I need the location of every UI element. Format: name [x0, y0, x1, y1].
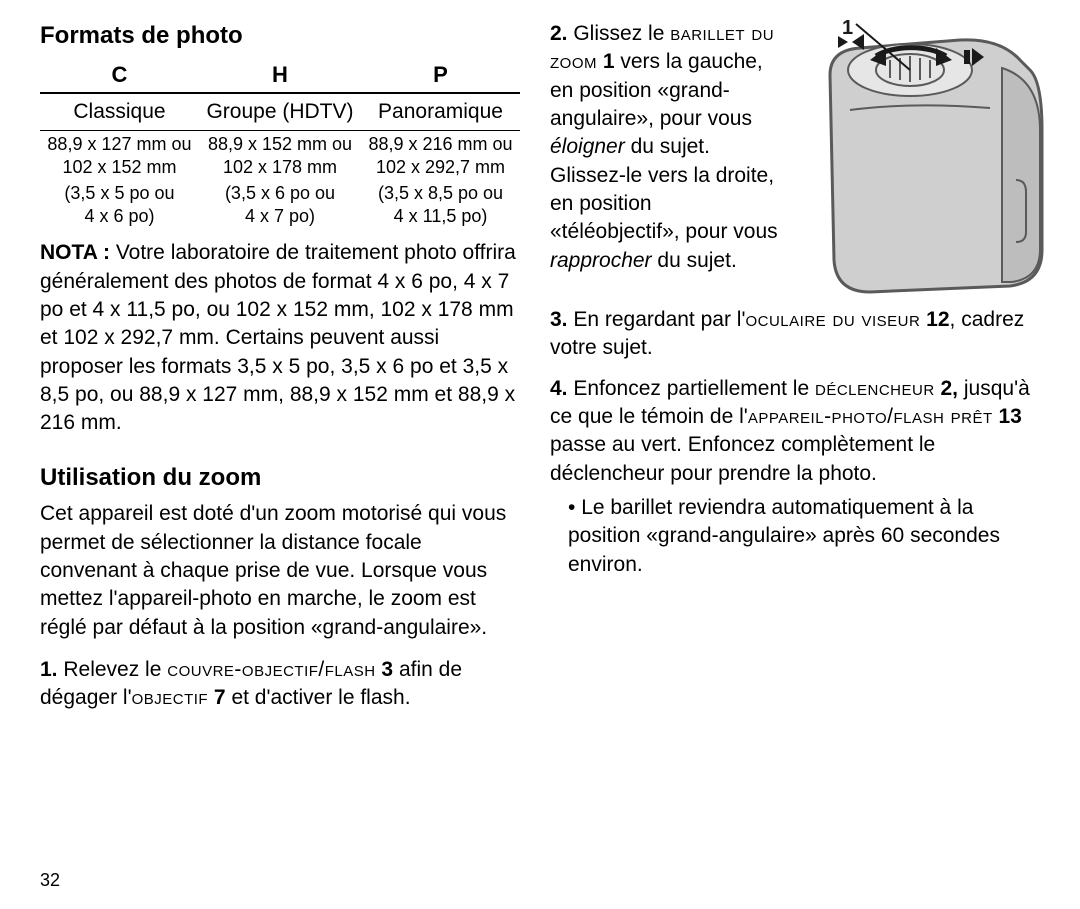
step-4: 4. Enfoncez partiellement le déclencheur… [550, 375, 1050, 579]
nota-label: NOTA : [40, 241, 110, 264]
step-1-num: 1. [40, 658, 58, 681]
step-4-num: 4. [550, 377, 568, 400]
formats-table: C H P Classique Groupe (HDTV) Panoramiqu… [40, 58, 520, 229]
zoom-intro: Cet appareil est doté d'un zoom motorisé… [40, 500, 520, 642]
po-h: (3,5 x 6 po ou4 x 7 po) [199, 180, 361, 229]
page-number: 32 [40, 870, 60, 891]
heading-zoom: Utilisation du zoom [40, 462, 520, 494]
po-c: (3,5 x 5 po ou4 x 6 po) [40, 180, 199, 229]
th-c: C [40, 58, 199, 93]
mm-c: 88,9 x 127 mm ou102 x 152 mm [40, 131, 199, 181]
label-h: Groupe (HDTV) [199, 93, 361, 131]
sc-objectif: objectif [132, 686, 209, 709]
nota-text: Votre laboratoire de traitement photo of… [40, 241, 516, 434]
step-3-num: 3. [550, 308, 568, 331]
sc-oculaire: oculaire du viseur [745, 308, 920, 331]
camera-grip [1002, 68, 1040, 282]
mm-p: 88,9 x 216 mm ou102 x 292,7 mm [361, 131, 520, 181]
nota-paragraph: NOTA : Votre laboratoire de traitement p… [40, 239, 520, 437]
label-p: Panoramique [361, 93, 520, 131]
sc-couvre-objectif: couvre-objectif/flash [167, 658, 375, 681]
th-h: H [199, 58, 361, 93]
sc-appareil-pret: appareil-photo/flash prêt [748, 405, 993, 428]
step-2-num: 2. [550, 22, 568, 45]
step-4-bullet: Le barillet reviendra automatiquement à … [568, 494, 1050, 579]
callout-1-label: 1 [842, 20, 853, 39]
mm-h: 88,9 x 152 mm ou102 x 178 mm [199, 131, 361, 181]
camera-illustration: 1 [790, 20, 1050, 300]
th-p: P [361, 58, 520, 93]
step-1: 1. Relevez le couvre-objectif/flash 3 af… [40, 656, 520, 713]
label-c: Classique [40, 93, 199, 131]
sc-declencheur: déclencheur [815, 377, 935, 400]
step-3: 3. En regardant par l'oculaire du viseur… [550, 306, 1050, 363]
heading-formats: Formats de photo [40, 20, 520, 52]
po-p: (3,5 x 8,5 po ou4 x 11,5 po) [361, 180, 520, 229]
